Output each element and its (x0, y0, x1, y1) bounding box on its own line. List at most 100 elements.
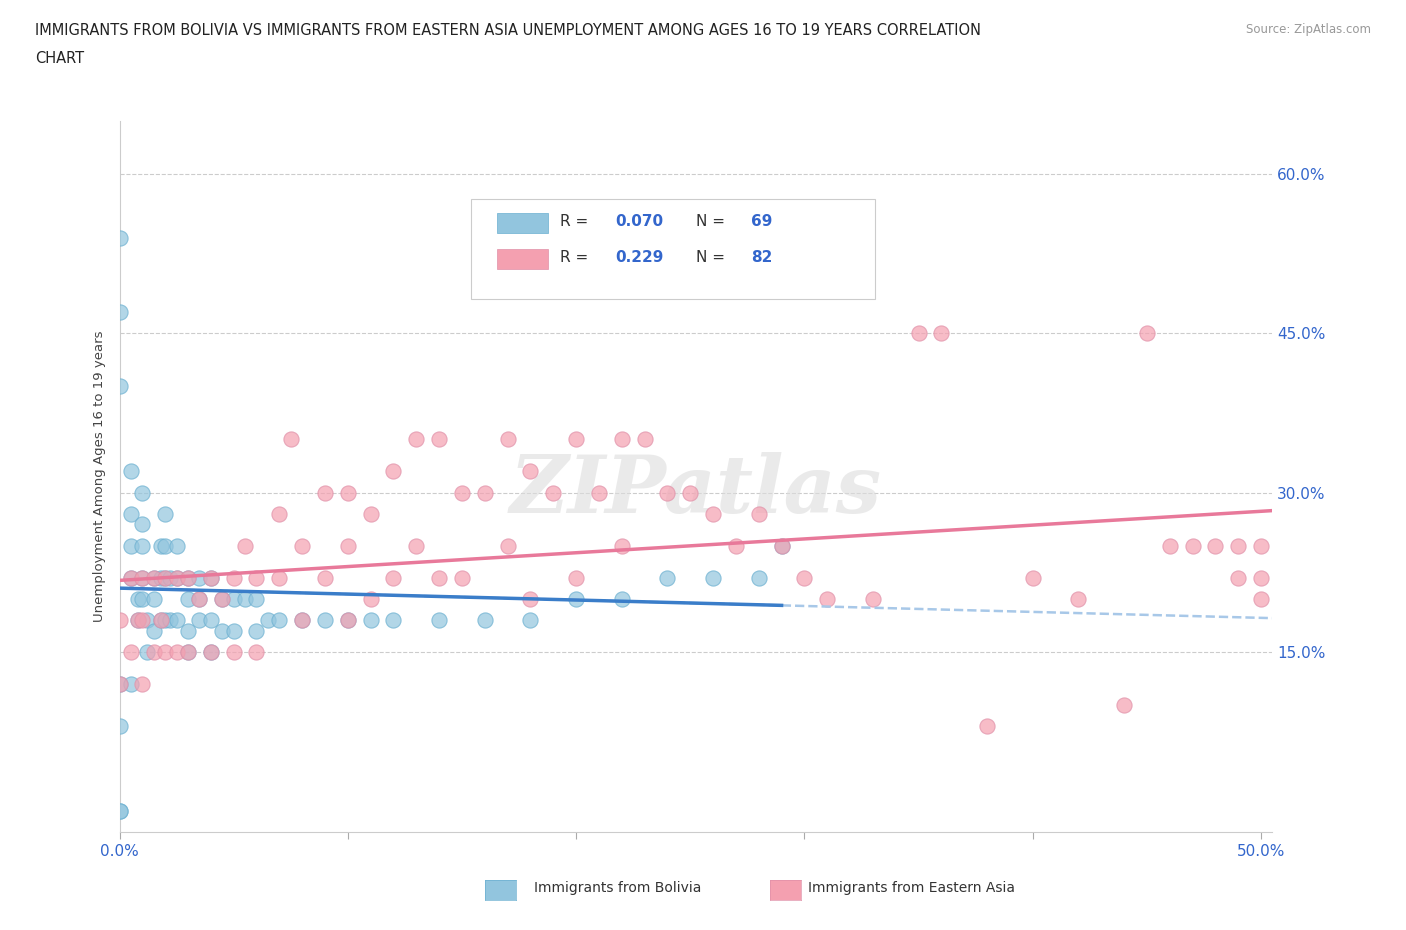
Text: 69: 69 (751, 215, 773, 230)
Point (702, 570, 724, 585)
Point (336, 613, 359, 628)
Point (108, 676, 131, 691)
Point (131, 538, 153, 553)
Point (127, 613, 149, 628)
Point (257, 613, 280, 628)
Point (222, 591, 245, 606)
Point (188, 613, 211, 628)
Point (519, 464, 541, 479)
Point (153, 644, 176, 659)
Point (724, 538, 747, 553)
Point (360, 613, 382, 628)
Point (382, 464, 405, 479)
Point (496, 538, 519, 553)
Point (142, 570, 165, 585)
Point (815, 591, 838, 606)
Point (142, 570, 165, 585)
Point (222, 570, 245, 585)
Point (177, 570, 200, 585)
Point (862, 591, 884, 606)
Point (142, 644, 165, 659)
Point (427, 613, 450, 628)
Point (131, 485, 153, 500)
Point (1227, 538, 1250, 553)
Point (1136, 326, 1159, 340)
FancyBboxPatch shape (471, 199, 875, 299)
Point (108, 804, 131, 818)
Point (153, 506, 176, 521)
Point (131, 676, 153, 691)
Point (108, 613, 131, 628)
Point (314, 570, 336, 585)
Point (1227, 570, 1250, 585)
Point (149, 538, 172, 553)
Point (108, 719, 131, 734)
Point (1250, 570, 1272, 585)
Point (131, 570, 153, 585)
Point (1067, 591, 1090, 606)
Point (166, 613, 188, 628)
Point (451, 570, 474, 585)
Point (543, 485, 565, 500)
Point (245, 570, 267, 585)
Point (405, 432, 427, 447)
Point (166, 538, 188, 553)
Point (153, 613, 176, 628)
Point (159, 570, 181, 585)
Point (188, 591, 211, 606)
Point (177, 570, 200, 585)
Bar (496, 249, 548, 269)
Point (451, 485, 474, 500)
Point (131, 591, 153, 606)
Point (770, 538, 793, 553)
Point (770, 538, 793, 553)
Point (200, 570, 222, 585)
Point (245, 591, 267, 606)
Point (519, 591, 541, 606)
Point (166, 570, 188, 585)
Point (200, 570, 222, 585)
Point (131, 570, 153, 585)
Y-axis label: Unemployment Among Ages 16 to 19 years: Unemployment Among Ages 16 to 19 years (93, 331, 107, 622)
Point (177, 591, 200, 606)
Point (657, 570, 679, 585)
Point (200, 613, 222, 628)
Text: ZIPatlas: ZIPatlas (510, 452, 882, 529)
Point (153, 570, 176, 585)
Point (166, 570, 188, 585)
Point (120, 570, 142, 585)
Point (291, 613, 314, 628)
Point (269, 613, 291, 628)
Point (1250, 538, 1272, 553)
Point (565, 432, 588, 447)
Point (360, 506, 382, 521)
Point (142, 591, 165, 606)
Point (222, 644, 245, 659)
Point (382, 613, 405, 628)
Point (907, 326, 929, 340)
Point (1159, 538, 1181, 553)
Point (222, 623, 245, 638)
Point (382, 570, 405, 585)
Point (149, 570, 172, 585)
Point (610, 432, 633, 447)
Point (633, 432, 655, 447)
Text: R =: R = (560, 250, 593, 265)
Point (291, 538, 314, 553)
Point (127, 591, 149, 606)
Point (679, 485, 702, 500)
Point (519, 613, 541, 628)
Point (120, 644, 142, 659)
Point (336, 485, 359, 500)
Point (314, 485, 336, 500)
Point (657, 485, 679, 500)
Point (1181, 538, 1204, 553)
Point (211, 623, 233, 638)
Point (1250, 591, 1272, 606)
Text: Source: ZipAtlas.com: Source: ZipAtlas.com (1246, 23, 1371, 36)
Point (188, 591, 211, 606)
Point (120, 538, 142, 553)
Point (211, 591, 233, 606)
Point (427, 432, 450, 447)
Point (120, 570, 142, 585)
